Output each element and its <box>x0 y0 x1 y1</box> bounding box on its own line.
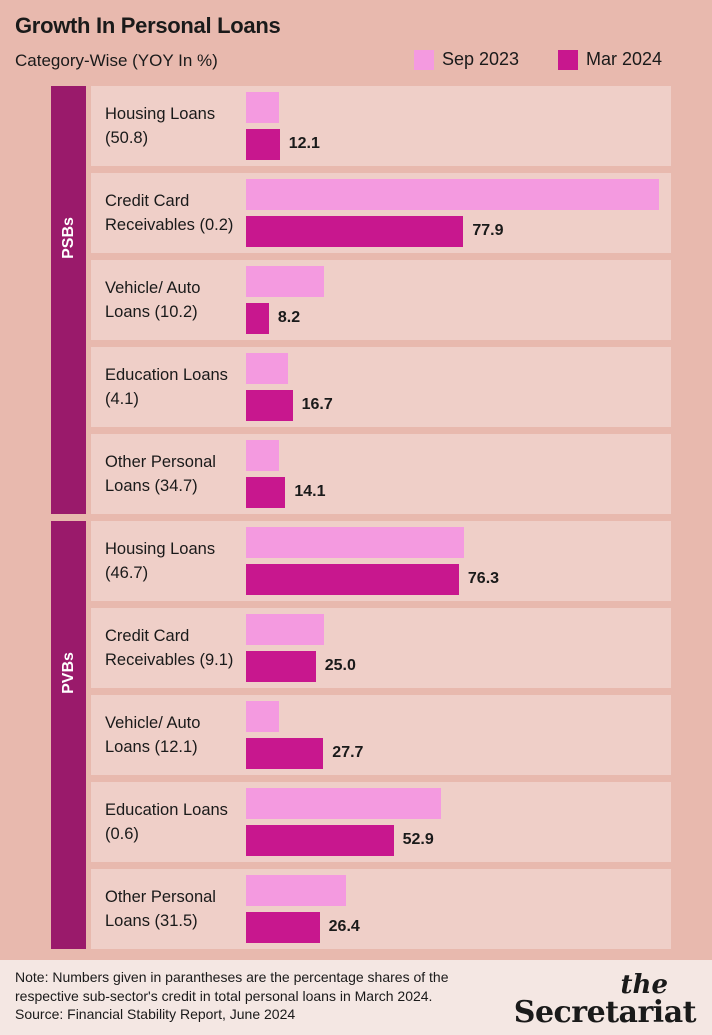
source-text: Source: Financial Stability Report, June… <box>15 1006 296 1022</box>
value-label-mar-2024: 27.7 <box>332 744 364 761</box>
bar-sep-2023 <box>246 266 325 297</box>
secretariat-logo: the Secretariat <box>513 970 697 1030</box>
bar-mar-2024 <box>246 912 320 943</box>
category-label: Education Loans (0.6) <box>105 801 228 843</box>
bar-sep-2023 <box>246 353 288 384</box>
bar-mar-2024 <box>246 564 459 595</box>
bar-sep-2023 <box>246 875 347 906</box>
chart-subtitle: Category-Wise (YOY In %) <box>15 51 218 70</box>
group-label-psbs: PSBs <box>59 217 77 259</box>
bar-sep-2023 <box>246 92 280 123</box>
bar-mar-2024 <box>246 129 280 160</box>
bar-mar-2024 <box>246 651 316 682</box>
logo-secretariat: Secretariat <box>513 995 697 1030</box>
value-label-mar-2024: 52.9 <box>402 831 434 848</box>
legend-item-mar-2024: Mar 2024 <box>558 49 662 70</box>
value-label-mar-2024: 16.7 <box>301 396 333 413</box>
chart-title: Growth In Personal Loans <box>15 13 281 38</box>
category-row: Other Personal Loans (31.5) 26.4 <box>91 869 671 949</box>
category-row: Housing Loans (46.7) 76.3 <box>91 521 671 601</box>
category-row: Credit Card Receivables (0.2) 77.9 <box>91 173 671 253</box>
legend-label-sep-2023: Sep 2023 <box>442 49 520 69</box>
footer-note: Note: Numbers given in parantheses are t… <box>15 968 505 1024</box>
category-label: Other Personal Loans (31.5) <box>105 888 216 930</box>
legend-swatch-mar-2024 <box>558 49 578 70</box>
legend-label-mar-2024: Mar 2024 <box>586 49 663 69</box>
category-label: Credit Card Receivables (9.1) <box>105 627 234 669</box>
value-label-mar-2024: 8.2 <box>277 309 301 326</box>
category-label: Credit Card Receivables (0.2) <box>105 192 234 234</box>
bar-mar-2024 <box>246 477 286 508</box>
category-label: Education Loans (4.1) <box>105 366 228 408</box>
note-text: Note: Numbers given in parantheses are t… <box>15 969 449 1004</box>
category-row: Credit Card Receivables (9.1) 25.0 <box>91 608 671 688</box>
category-row: Education Loans (0.6) 52.9 <box>91 782 671 862</box>
category-label: Vehicle/ Auto Loans (10.2) <box>105 279 201 321</box>
bar-sep-2023 <box>246 701 280 732</box>
category-row: Vehicle/ Auto Loans (10.2) 8.2 <box>91 260 671 340</box>
group-label-pvbs: PVBs <box>59 652 77 694</box>
category-row: Housing Loans (50.8) 12.1 <box>91 86 671 166</box>
bar-sep-2023 <box>246 179 659 210</box>
bar-mar-2024 <box>246 390 293 421</box>
category-label: Housing Loans (50.8) <box>105 105 216 147</box>
bar-sep-2023 <box>246 527 464 558</box>
group-bar-pvbs <box>51 521 86 949</box>
category-row: Education Loans (4.1) 16.7 <box>91 347 671 427</box>
category-row: Other Personal Loans (34.7) 14.1 <box>91 434 671 514</box>
value-label-mar-2024: 14.1 <box>294 483 326 500</box>
group-bar-psbs <box>51 86 86 514</box>
bar-sep-2023 <box>246 614 325 645</box>
value-label-mar-2024: 12.1 <box>288 135 320 152</box>
footer: Note: Numbers given in parantheses are t… <box>0 960 712 1035</box>
value-label-mar-2024: 25.0 <box>324 657 356 674</box>
category-label: Vehicle/ Auto Loans (12.1) <box>105 714 201 756</box>
value-label-mar-2024: 26.4 <box>328 918 360 935</box>
bar-sep-2023 <box>246 788 442 819</box>
category-label: Other Personal Loans (34.7) <box>105 453 216 495</box>
value-label-mar-2024: 77.9 <box>472 222 504 239</box>
legend-swatch-sep-2023 <box>414 49 434 70</box>
value-label-mar-2024: 76.3 <box>467 570 500 587</box>
bar-mar-2024 <box>246 216 464 247</box>
bar-mar-2024 <box>246 825 394 856</box>
legend-item-sep-2023: Sep 2023 <box>414 49 519 70</box>
bar-mar-2024 <box>246 738 324 769</box>
bar-mar-2024 <box>246 303 269 334</box>
logo-the: the <box>620 970 668 1000</box>
category-row: Vehicle/ Auto Loans (12.1) 27.7 <box>91 695 671 775</box>
category-label: Housing Loans (46.7) <box>105 540 216 582</box>
bar-sep-2023 <box>246 440 280 471</box>
